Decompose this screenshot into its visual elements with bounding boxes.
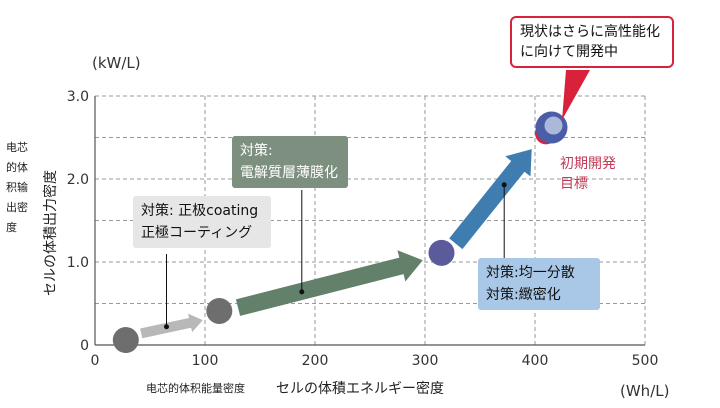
y-label-small-line: 积输 (6, 181, 28, 194)
x-tick-label: 200 (302, 353, 329, 369)
x-tick-label: 500 (632, 353, 659, 369)
leader-dot (299, 289, 305, 295)
callout-line: に向けて開発中 (520, 44, 618, 60)
y-axis-label: セルの体積出力密度 (43, 170, 59, 296)
callout-line: 現状はさらに高性能化 (520, 24, 660, 40)
x-tick-label: 100 (192, 353, 219, 369)
annotation-electrolyte: 対策: 電解質層薄膜化 (232, 136, 348, 188)
y-label-small-line: 的体 (6, 161, 28, 174)
status-callout: 現状はさらに高性能化 に向けて開発中 (510, 16, 674, 68)
annotation-line: 対策: 正极coating (141, 203, 259, 219)
x-label-small: 电芯的体积能量密度 (146, 382, 245, 395)
x-tick-label: 0 (91, 353, 100, 369)
trend-arrow (449, 149, 532, 250)
annotation-line: 対策:緻密化 (486, 287, 561, 303)
target-label: 初期開発 目標 (560, 154, 616, 194)
y-tick-label: 1.0 (67, 255, 89, 271)
y-tick-label: 0 (80, 338, 89, 354)
callout-pointer (562, 70, 590, 120)
annotation-dispersion: 対策:均一分散 対策:緻密化 (478, 258, 600, 310)
leader-lines (164, 182, 507, 330)
x-tick-label: 300 (412, 353, 439, 369)
y-label-small: 电芯 的体 积输 出密 度 (6, 138, 28, 238)
leader-dot (501, 182, 507, 188)
annotation-coating: 対策: 正极coating 正極コーティング (133, 196, 271, 248)
y-label-small-line: 出密 (6, 201, 28, 214)
y-unit: (kW/L) (92, 54, 141, 72)
y-tick-label: 2.0 (67, 172, 89, 188)
arrows (140, 149, 532, 339)
target-line: 目標 (560, 176, 588, 192)
data-points (112, 111, 568, 354)
axes: 0 100 200 300 400 500 0 1.0 2.0 3.0 (67, 89, 659, 369)
annotation-line: 正極コーティング (141, 225, 253, 241)
data-point (112, 327, 139, 354)
data-point (428, 239, 455, 266)
trend-arrow (140, 313, 203, 339)
annotation-line: 対策:均一分散 (486, 265, 575, 281)
target-line: 初期開発 (560, 156, 616, 172)
x-tick-label: 400 (522, 353, 549, 369)
data-point-highlight (544, 116, 563, 135)
x-axis-label: セルの体積エネルギー密度 (276, 381, 444, 397)
y-label-small-line: 电芯 (6, 141, 28, 154)
y-label-small-line: 度 (6, 221, 17, 234)
callout-arrow (562, 70, 590, 120)
annotation-line: 電解質層薄膜化 (240, 165, 338, 181)
data-point (206, 297, 233, 324)
annotation-line: 対策: (240, 143, 273, 159)
x-unit: (Wh/L) (620, 382, 670, 400)
trend-arrow (235, 250, 423, 316)
y-tick-label: 3.0 (67, 89, 89, 105)
leader-dot (164, 324, 169, 330)
